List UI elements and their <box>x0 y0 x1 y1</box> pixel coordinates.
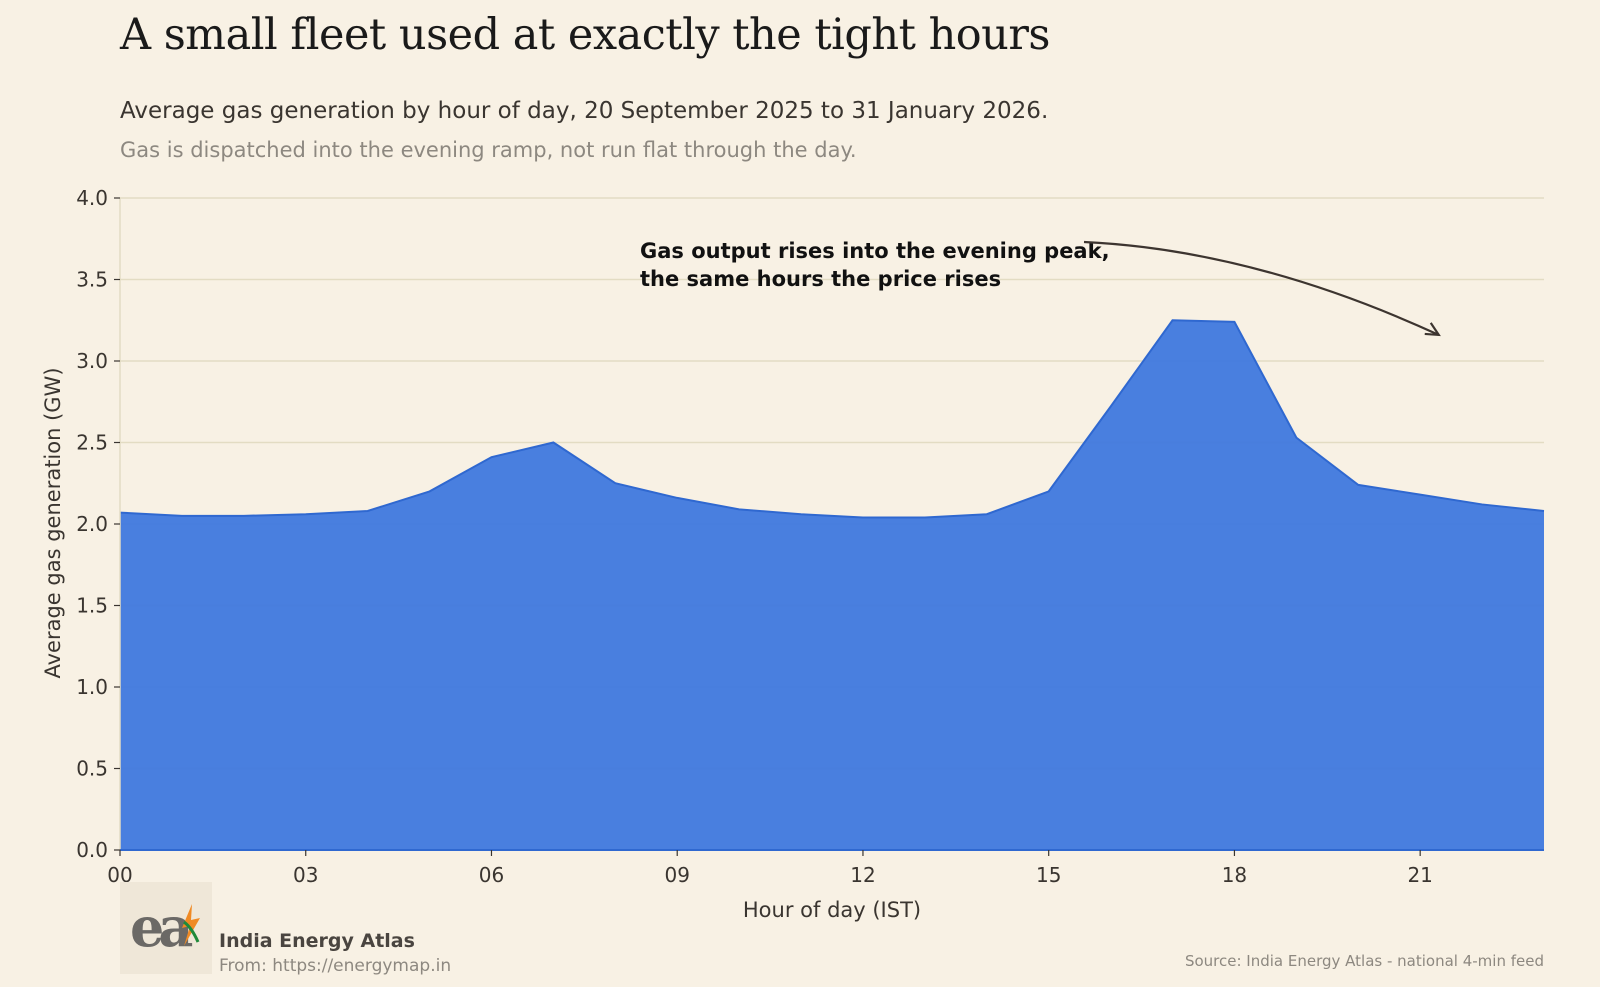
x-tick-label: 12 <box>850 863 875 887</box>
y-axis-ticks: 0.0 0.5 1.0 1.5 2.0 2.5 3.0 3.5 4.0 <box>76 186 120 862</box>
logo-icon: ea <box>130 895 200 959</box>
y-tick-label: 2.5 <box>76 431 108 455</box>
brand-logo: ea <box>120 882 212 974</box>
x-tick-label: 09 <box>664 863 689 887</box>
x-tick-label: 03 <box>293 863 318 887</box>
y-tick-label: 3.5 <box>76 268 108 292</box>
x-tick-label: 06 <box>479 863 504 887</box>
brand-url[interactable]: From: https://energymap.in <box>219 956 452 976</box>
leaf-stroke-icon <box>183 920 200 943</box>
x-axis-ticks: 00 03 06 09 12 15 18 21 <box>107 850 1433 887</box>
brand-name: India Energy Atlas <box>219 930 415 952</box>
y-tick-label: 1.5 <box>76 594 108 618</box>
y-tick-label: 4.0 <box>76 186 108 210</box>
gas-generation-line <box>119 319 1545 519</box>
source-note: Source: India Energy Atlas - national 4-… <box>1184 952 1544 970</box>
annotation-line-2: the same hours the price rises <box>640 267 1001 291</box>
lightning-bolt-icon <box>182 904 200 946</box>
annotation-arrowhead <box>1424 322 1441 337</box>
chart-title: A small fleet used at exactly the tight … <box>120 10 1050 60</box>
y-tick-label: 3.0 <box>76 349 108 373</box>
x-axis-label: Hour of day (IST) <box>743 898 921 922</box>
y-tick-label: 0.0 <box>76 838 108 862</box>
gas-generation-area <box>120 320 1544 850</box>
y-axis-label: Average gas generation (GW) <box>41 367 65 678</box>
chart-subtitle: Average gas generation by hour of day, 2… <box>120 98 1049 124</box>
y-tick-label: 2.0 <box>76 512 108 536</box>
y-tick-label: 1.0 <box>76 675 108 699</box>
logo-text: ea <box>130 895 192 959</box>
annotation-arrow <box>1083 240 1440 336</box>
x-tick-label: 15 <box>1036 863 1061 887</box>
x-tick-label: 21 <box>1407 863 1432 887</box>
chart-note: Gas is dispatched into the evening ramp,… <box>120 138 857 162</box>
x-tick-label: 18 <box>1222 863 1247 887</box>
y-tick-label: 0.5 <box>76 757 108 781</box>
annotation-line-1: Gas output rises into the evening peak, <box>640 239 1110 263</box>
